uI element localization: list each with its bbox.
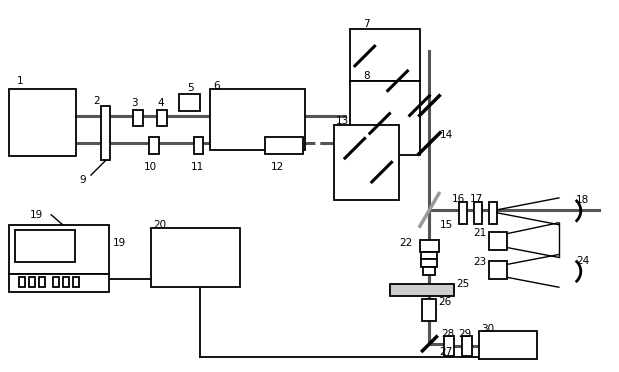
- Text: 6: 6: [214, 81, 220, 91]
- Text: 15: 15: [439, 220, 452, 230]
- Bar: [194, 137, 204, 154]
- Bar: [459, 202, 467, 224]
- Text: 22: 22: [399, 238, 412, 248]
- Text: 12: 12: [271, 162, 284, 172]
- Text: 21: 21: [473, 228, 486, 238]
- Bar: [150, 228, 240, 287]
- Text: 19: 19: [113, 238, 126, 248]
- Text: 1: 1: [16, 76, 23, 86]
- Bar: [489, 202, 497, 224]
- Text: 25: 25: [456, 279, 470, 289]
- Text: 29: 29: [459, 329, 472, 339]
- Bar: [489, 262, 507, 279]
- Text: 7: 7: [363, 19, 370, 29]
- Bar: [265, 137, 303, 154]
- Bar: [9, 225, 109, 274]
- Bar: [15, 230, 75, 262]
- Text: 16: 16: [452, 194, 465, 204]
- Bar: [19, 277, 25, 287]
- Text: 3: 3: [131, 98, 138, 108]
- Bar: [179, 94, 201, 110]
- Text: 23: 23: [473, 257, 486, 267]
- Bar: [39, 277, 45, 287]
- Text: 4: 4: [157, 98, 164, 108]
- Bar: [423, 267, 435, 275]
- Bar: [63, 277, 69, 287]
- Bar: [73, 277, 79, 287]
- Text: 5: 5: [187, 83, 194, 93]
- Bar: [350, 29, 420, 81]
- Text: 13: 13: [336, 116, 349, 125]
- Bar: [479, 331, 537, 359]
- Text: 2: 2: [93, 96, 100, 106]
- Bar: [422, 251, 438, 259]
- Bar: [334, 125, 399, 200]
- Text: 8: 8: [363, 71, 370, 81]
- Bar: [53, 277, 59, 287]
- Bar: [149, 137, 158, 154]
- Bar: [29, 277, 35, 287]
- Text: 18: 18: [576, 195, 589, 205]
- Bar: [420, 240, 439, 251]
- Bar: [474, 202, 482, 224]
- Bar: [422, 259, 438, 267]
- Bar: [133, 110, 143, 126]
- Text: 24: 24: [576, 256, 589, 266]
- Bar: [210, 89, 305, 150]
- Text: 11: 11: [191, 162, 204, 172]
- Text: 26: 26: [438, 297, 452, 307]
- Text: 17: 17: [470, 194, 483, 204]
- Bar: [350, 81, 420, 155]
- Bar: [462, 336, 472, 356]
- Bar: [444, 336, 454, 356]
- Text: 9: 9: [79, 175, 85, 185]
- Bar: [489, 232, 507, 250]
- Bar: [389, 284, 454, 296]
- Bar: [101, 106, 110, 160]
- Text: 20: 20: [154, 220, 167, 230]
- Bar: [157, 110, 167, 126]
- Text: 30: 30: [481, 324, 495, 334]
- Text: 19: 19: [30, 210, 43, 220]
- Bar: [423, 299, 436, 321]
- Text: 14: 14: [439, 131, 452, 140]
- Text: 28: 28: [441, 329, 454, 339]
- Text: 10: 10: [144, 162, 157, 172]
- Text: 27: 27: [439, 347, 452, 357]
- Bar: [9, 89, 76, 156]
- Bar: [9, 274, 109, 292]
